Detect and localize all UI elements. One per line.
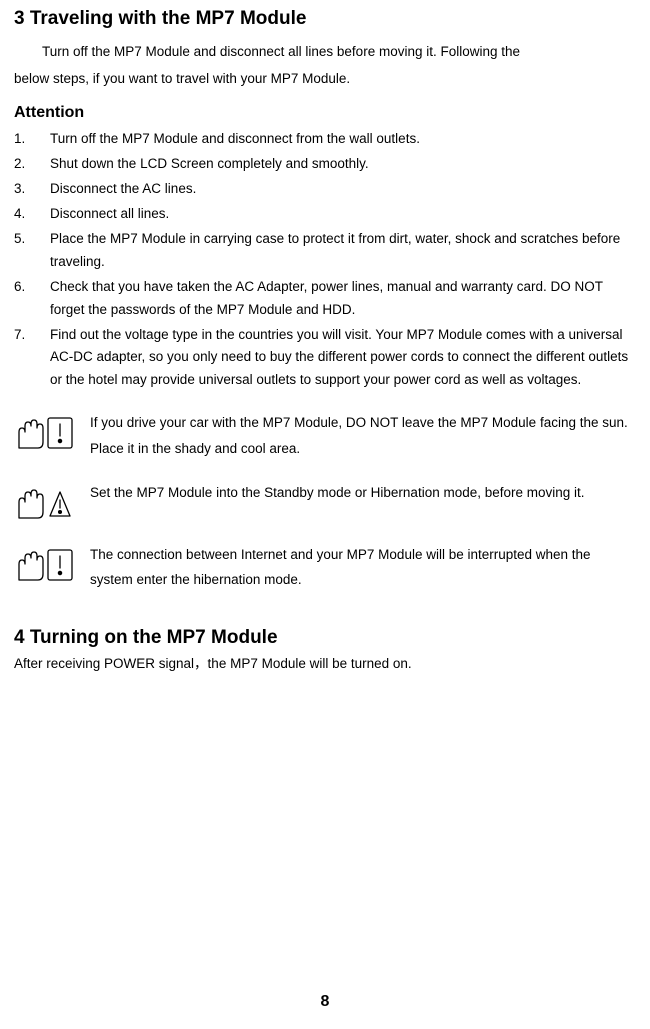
section-4-paragraph: After receiving POWER signal，the MP7 Mod… [14,653,636,676]
section-3-intro-line2: below steps, if you want to travel with … [14,65,636,92]
warning-block-3: The connection between Internet and your… [14,540,636,593]
list-item: Turn off the MP7 Module and disconnect f… [14,128,636,151]
section-3-intro-line1: Turn off the MP7 Module and disconnect a… [42,38,636,65]
section-4-heading: 4 Turning on the MP7 Module [14,627,636,649]
warning-hand-icon [14,478,74,524]
warning-text-2: Set the MP7 Module into the Standby mode… [90,478,585,506]
section-3-heading: 3 Traveling with the MP7 Module [14,8,636,30]
list-item: Shut down the LCD Screen completely and … [14,153,636,176]
list-item: Disconnect all lines. [14,203,636,226]
warning-block-2: Set the MP7 Module into the Standby mode… [14,478,636,524]
list-item: Disconnect the AC lines. [14,178,636,201]
warning-text-1: If you drive your car with the MP7 Modul… [90,408,636,461]
warning-text-3: The connection between Internet and your… [90,540,636,593]
warning-hand-icon [14,540,74,586]
attention-subheading: Attention [14,104,636,122]
page-number: 8 [0,993,650,1011]
list-item: Check that you have taken the AC Adapter… [14,276,636,322]
list-item: Find out the voltage type in the countri… [14,324,636,393]
list-item: Place the MP7 Module in carrying case to… [14,228,636,274]
warning-hand-icon [14,408,74,454]
attention-list: Turn off the MP7 Module and disconnect f… [14,128,636,392]
warning-block-1: If you drive your car with the MP7 Modul… [14,408,636,461]
